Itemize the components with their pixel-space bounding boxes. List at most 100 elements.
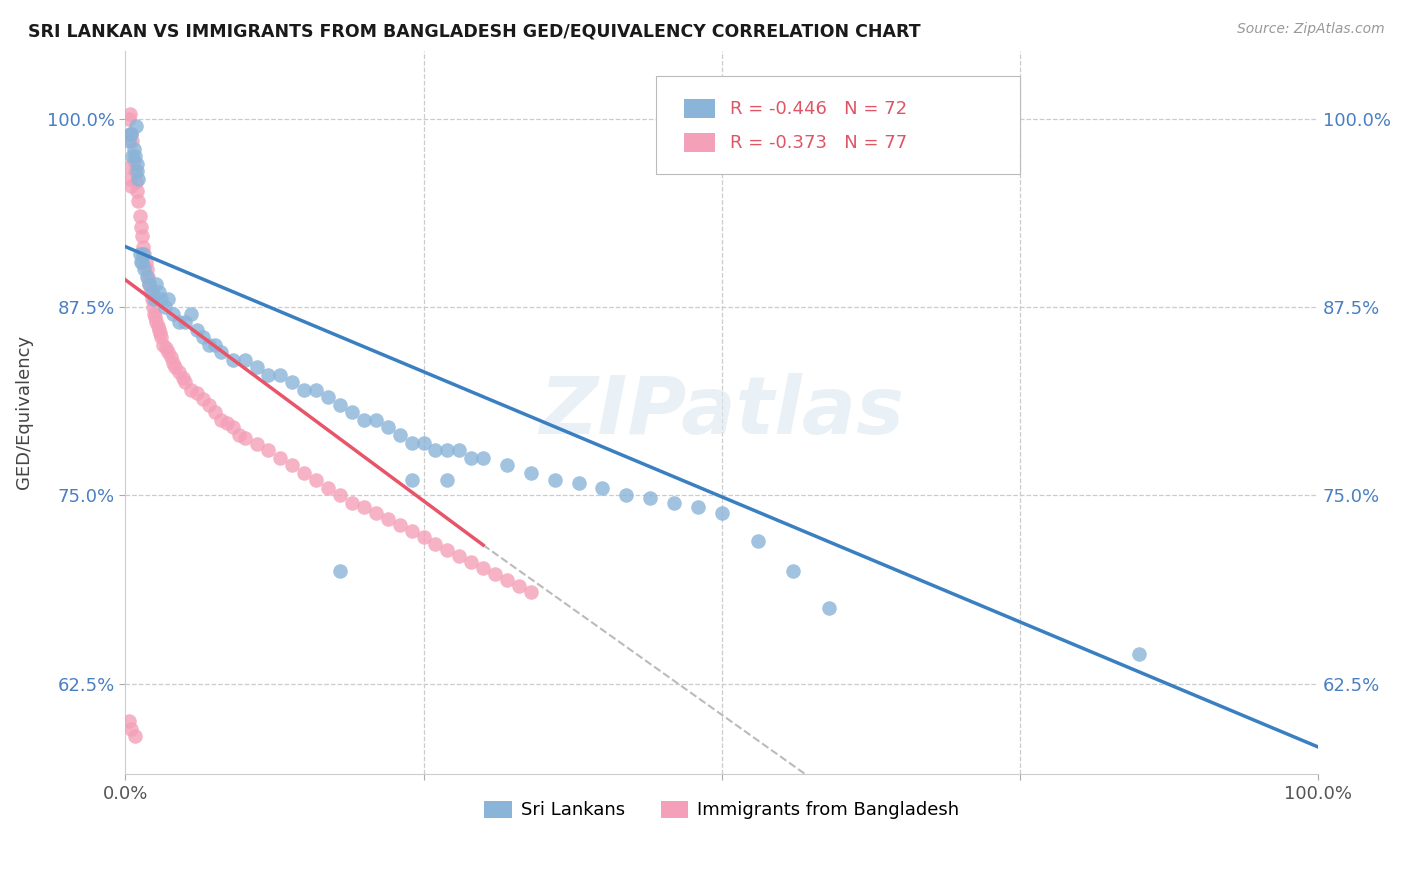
Point (257, 443, 280, 458)
Point (127, 184, 149, 198)
Point (127, 171, 149, 186)
Point (245, 437, 267, 451)
Point (425, 536, 447, 550)
Point (162, 356, 184, 370)
Point (142, 300, 165, 314)
Point (149, 326, 172, 340)
Point (412, 531, 434, 545)
Point (364, 507, 387, 521)
Point (167, 315, 190, 329)
Point (353, 500, 375, 515)
Legend: Sri Lankans, Immigrants from Bangladesh: Sri Lankans, Immigrants from Bangladesh (477, 793, 966, 827)
Point (150, 330, 173, 344)
Point (165, 360, 187, 375)
Point (782, 564, 804, 578)
Point (162, 308, 184, 322)
Point (128, 247, 150, 261)
Point (135, 254, 157, 268)
Point (401, 473, 423, 487)
Point (134, 247, 156, 261)
Point (142, 293, 165, 307)
Text: R = -0.373   N = 77: R = -0.373 N = 77 (730, 134, 907, 152)
Point (316, 481, 339, 495)
Point (340, 405, 363, 419)
Point (180, 383, 202, 397)
Point (118, 714, 141, 729)
Point (614, 488, 637, 502)
Point (198, 398, 221, 412)
Point (329, 398, 352, 412)
Point (121, 134, 143, 148)
Point (129, 254, 152, 268)
Point (638, 491, 661, 506)
Point (145, 315, 167, 329)
Point (191, 392, 214, 406)
Point (568, 476, 591, 491)
Point (125, 175, 148, 189)
Point (172, 370, 194, 384)
Point (496, 573, 519, 587)
Point (484, 566, 506, 581)
Point (135, 269, 157, 284)
Point (135, 262, 157, 277)
Point (329, 564, 352, 578)
Point (388, 518, 411, 533)
Point (292, 466, 315, 480)
FancyBboxPatch shape (683, 133, 714, 152)
Point (388, 428, 411, 442)
Point (329, 488, 352, 502)
Point (544, 473, 567, 487)
Point (436, 542, 458, 557)
Point (141, 293, 163, 307)
Point (118, 112, 141, 126)
Point (591, 481, 613, 495)
Point (412, 435, 434, 450)
Point (120, 722, 142, 736)
Point (132, 247, 155, 261)
Point (124, 730, 146, 744)
Point (131, 229, 153, 244)
Point (508, 579, 530, 593)
Point (472, 450, 495, 465)
Point (198, 337, 221, 351)
Point (305, 383, 328, 397)
Point (401, 435, 423, 450)
Text: ZIPatlas: ZIPatlas (540, 374, 904, 451)
Point (141, 285, 163, 299)
Point (122, 142, 145, 156)
Point (686, 500, 709, 515)
Point (209, 345, 232, 359)
Point (818, 601, 841, 615)
Point (662, 496, 685, 510)
Point (520, 584, 543, 599)
Point (186, 385, 208, 400)
Point (124, 149, 146, 163)
Point (204, 337, 226, 351)
Point (233, 352, 256, 367)
Point (148, 285, 170, 299)
Point (136, 269, 159, 284)
Point (281, 458, 304, 472)
Point (228, 428, 250, 442)
Point (401, 524, 423, 539)
Point (127, 194, 149, 209)
Point (124, 164, 146, 178)
Text: R = -0.446   N = 72: R = -0.446 N = 72 (730, 100, 907, 118)
Point (143, 310, 166, 325)
FancyBboxPatch shape (683, 99, 714, 118)
Text: Source: ZipAtlas.com: Source: ZipAtlas.com (1237, 22, 1385, 37)
Point (146, 319, 169, 334)
Point (747, 533, 769, 548)
Point (174, 376, 197, 390)
Point (425, 443, 447, 458)
Point (281, 376, 304, 390)
Point (710, 507, 733, 521)
Point (305, 473, 328, 487)
Point (118, 160, 141, 174)
Point (153, 300, 176, 314)
Point (520, 466, 543, 480)
Point (377, 420, 399, 434)
Point (138, 277, 160, 292)
Point (129, 220, 152, 235)
Point (449, 443, 471, 458)
